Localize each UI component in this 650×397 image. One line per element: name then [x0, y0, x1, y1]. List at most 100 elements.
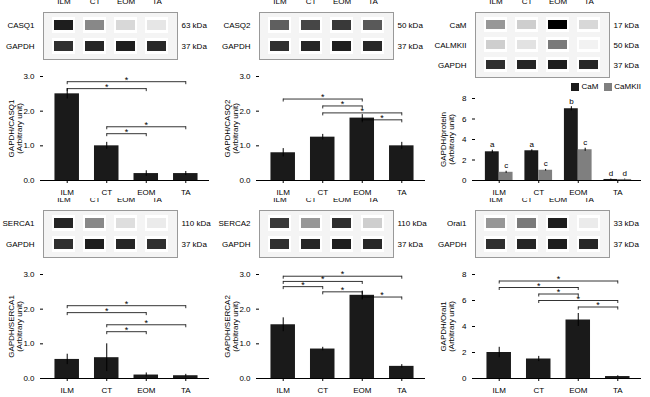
svg-text:TA: TA [613, 386, 623, 394]
svg-text:110 kDa: 110 kDa [182, 219, 212, 228]
svg-text:GAPDH/CASQ2(Arbitrary unit): GAPDH/CASQ2(Arbitrary unit) [223, 99, 240, 157]
svg-text:0.0: 0.0 [23, 374, 35, 383]
svg-text:*: * [557, 287, 561, 297]
svg-text:2.0: 2.0 [23, 305, 35, 314]
svg-text:TA: TA [584, 0, 594, 6]
svg-text:TA: TA [152, 0, 162, 6]
svg-text:6: 6 [462, 296, 467, 305]
svg-text:17 kDa: 17 kDa [614, 21, 640, 30]
svg-text:ILM: ILM [57, 0, 71, 6]
svg-text:ILM: ILM [277, 386, 291, 394]
svg-text:*: * [125, 75, 129, 85]
svg-text:CT: CT [317, 188, 328, 196]
svg-text:2: 2 [462, 156, 467, 165]
svg-text:c: c [583, 138, 587, 147]
svg-text:*: * [577, 294, 581, 304]
svg-text:CT: CT [306, 0, 317, 6]
svg-text:2.0: 2.0 [239, 305, 251, 314]
svg-text:TA: TA [397, 188, 407, 196]
svg-text:TA: TA [368, 0, 378, 6]
svg-text:EOM: EOM [137, 188, 156, 196]
svg-text:CT: CT [522, 198, 533, 204]
svg-text:CT: CT [533, 386, 544, 394]
svg-text:TA: TA [397, 386, 407, 394]
svg-text:CT: CT [533, 188, 544, 196]
svg-text:0: 0 [462, 176, 467, 185]
svg-text:c: c [544, 159, 548, 168]
svg-text:63 kDa: 63 kDa [182, 21, 208, 30]
svg-text:EOM: EOM [549, 0, 568, 6]
svg-text:110 kDa: 110 kDa [398, 219, 428, 228]
svg-text:TA: TA [368, 198, 378, 204]
svg-text:ILM: ILM [493, 188, 507, 196]
svg-text:GAPDH: GAPDH [222, 240, 251, 249]
svg-text:ILM: ILM [61, 386, 75, 394]
svg-text:3.0: 3.0 [23, 270, 35, 279]
svg-text:GAPDH/Orai1(Arbitrary unit): GAPDH/Orai1(Arbitrary unit) [439, 301, 456, 352]
svg-text:1.0: 1.0 [239, 141, 251, 150]
svg-text:ILM: ILM [489, 0, 503, 6]
svg-text:37 kDa: 37 kDa [398, 240, 424, 249]
svg-text:CT: CT [101, 188, 112, 196]
svg-text:37 kDa: 37 kDa [182, 240, 208, 249]
svg-text:1.0: 1.0 [23, 141, 35, 150]
svg-text:2.0: 2.0 [239, 107, 251, 116]
svg-text:ILM: ILM [273, 0, 287, 6]
svg-text:6: 6 [462, 115, 467, 124]
svg-text:*: * [145, 120, 149, 130]
svg-text:*: * [361, 106, 365, 116]
svg-text:8: 8 [462, 270, 467, 279]
svg-text:GAPDH: GAPDH [438, 61, 467, 70]
svg-text:*: * [321, 92, 325, 102]
svg-text:8: 8 [462, 94, 467, 103]
svg-text:SERCA1: SERCA1 [2, 219, 35, 228]
svg-text:2: 2 [462, 348, 467, 357]
svg-text:3.0: 3.0 [239, 72, 251, 81]
svg-text:CT: CT [317, 386, 328, 394]
svg-text:GAPDH/protein(Arbitrary unit): GAPDH/protein(Arbitrary unit) [439, 112, 456, 167]
svg-text:*: * [105, 82, 109, 92]
svg-text:EOM: EOM [137, 386, 156, 394]
svg-text:EOM: EOM [117, 198, 136, 204]
svg-text:0.0: 0.0 [239, 176, 251, 185]
svg-text:d: d [609, 169, 613, 178]
svg-text:*: * [341, 285, 345, 295]
svg-text:3.0: 3.0 [23, 72, 35, 81]
svg-text:ILM: ILM [277, 188, 291, 196]
svg-text:GAPDH: GAPDH [6, 240, 35, 249]
svg-text:4: 4 [462, 322, 467, 331]
svg-text:GAPDH/CASQ1(Arbitrary unit): GAPDH/CASQ1(Arbitrary unit) [7, 99, 24, 157]
svg-text:a: a [530, 140, 535, 149]
svg-text:SERCA2: SERCA2 [218, 219, 251, 228]
svg-text:EOM: EOM [353, 386, 372, 394]
svg-text:EOM: EOM [569, 188, 588, 196]
svg-text:*: * [145, 318, 149, 328]
svg-text:TA: TA [152, 198, 162, 204]
svg-text:EOM: EOM [569, 386, 588, 394]
svg-text:3.0: 3.0 [239, 270, 251, 279]
svg-text:*: * [596, 300, 600, 310]
svg-text:TA: TA [181, 386, 191, 394]
svg-text:37 kDa: 37 kDa [182, 42, 208, 51]
svg-text:33 kDa: 33 kDa [614, 219, 640, 228]
svg-text:ILM: ILM [61, 188, 75, 196]
svg-text:CASQ2: CASQ2 [223, 21, 251, 30]
svg-text:ILM: ILM [273, 198, 287, 204]
svg-text:CT: CT [90, 0, 101, 6]
svg-text:*: * [125, 299, 129, 309]
svg-text:CT: CT [101, 386, 112, 394]
svg-text:*: * [341, 99, 345, 109]
svg-text:EOM: EOM [117, 0, 136, 6]
svg-text:CT: CT [90, 198, 101, 204]
svg-text:50 kDa: 50 kDa [398, 21, 424, 30]
svg-text:CT: CT [522, 0, 533, 6]
svg-text:EOM: EOM [333, 0, 352, 6]
svg-text:37 kDa: 37 kDa [614, 61, 640, 70]
svg-text:*: * [537, 281, 541, 291]
svg-text:*: * [125, 325, 129, 335]
svg-text:GAPDH: GAPDH [6, 42, 35, 51]
svg-text:GAPDH/SERCA1(Arbitrary unit): GAPDH/SERCA1(Arbitrary unit) [7, 295, 24, 358]
svg-text:EOM: EOM [549, 198, 568, 204]
svg-text:*: * [301, 280, 305, 290]
svg-text:50 kDa: 50 kDa [614, 41, 640, 50]
